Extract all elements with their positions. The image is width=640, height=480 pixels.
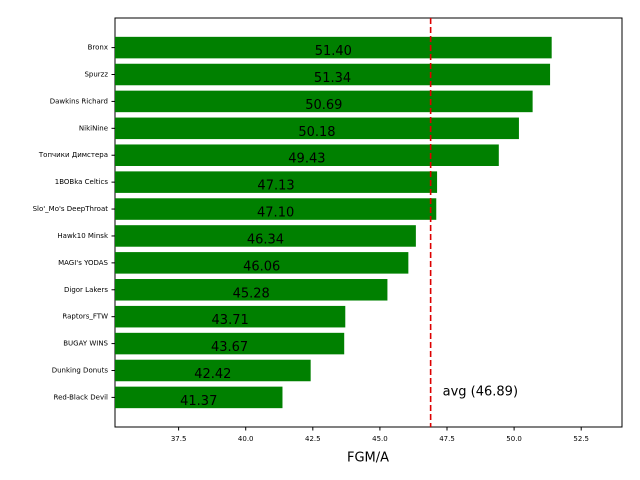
bar <box>115 386 283 409</box>
y-tick-label: Dawkins Richard <box>50 97 108 105</box>
x-tick-label: 50.0 <box>506 435 522 443</box>
value-label: 51.34 <box>314 71 351 86</box>
y-tick-label: Slo'_Mo's DeepThroat <box>33 205 109 213</box>
y-tick-label: Bronx <box>88 44 108 52</box>
value-label: 42.42 <box>194 367 231 382</box>
x-axis-label: FGM/A <box>347 451 389 466</box>
y-tick-label: Red-Black Devil <box>54 393 109 401</box>
bar <box>115 144 499 166</box>
value-label: 50.18 <box>298 125 335 140</box>
y-tick-label: Dunking Donuts <box>52 366 109 374</box>
y-tick-label: Digor Lakers <box>64 286 108 294</box>
bar <box>115 359 311 382</box>
bar <box>115 279 388 301</box>
y-tick-label: BUGAY WINS <box>63 340 108 348</box>
value-label: 51.40 <box>315 44 352 59</box>
y-tick-label: Raptors_FTW <box>62 313 108 321</box>
x-tick-label: 40.0 <box>238 435 254 443</box>
avg-label: avg (46.89) <box>443 385 518 400</box>
y-tick-label: NikiNine <box>79 124 108 132</box>
bar <box>115 305 346 328</box>
y-tick-label: MAGI's YODAS <box>58 259 108 267</box>
value-label: 43.67 <box>211 340 248 355</box>
value-label: 46.06 <box>243 259 280 274</box>
value-label: 50.69 <box>305 98 342 113</box>
y-tick-label: 1BOBka Celtics <box>55 178 109 186</box>
y-tick-label: Топчики Димстера <box>38 151 108 159</box>
bar <box>115 225 416 247</box>
value-label: 46.34 <box>247 232 284 247</box>
bar <box>115 63 551 86</box>
value-label: 47.10 <box>257 206 294 221</box>
bar <box>115 332 345 355</box>
x-tick-label: 37.5 <box>171 435 187 443</box>
bar <box>115 36 552 59</box>
bar <box>115 171 438 193</box>
x-tick-label: 47.5 <box>439 435 455 443</box>
value-label: 45.28 <box>233 286 270 301</box>
value-label: 47.13 <box>257 179 294 194</box>
value-label: 41.37 <box>180 394 217 409</box>
bar <box>115 198 437 220</box>
bar <box>115 252 409 274</box>
bar <box>115 90 533 113</box>
x-tick-label: 42.5 <box>305 435 321 443</box>
value-label: 43.71 <box>212 313 249 328</box>
plot-frame <box>114 17 623 428</box>
bar <box>115 117 519 140</box>
value-label: 49.43 <box>288 152 325 167</box>
y-tick-label: Hawk10 Minsk <box>57 232 109 240</box>
y-tick-label: Spurzz <box>84 71 108 79</box>
x-tick-label: 45.0 <box>372 435 388 443</box>
x-tick-label: 52.5 <box>573 435 589 443</box>
